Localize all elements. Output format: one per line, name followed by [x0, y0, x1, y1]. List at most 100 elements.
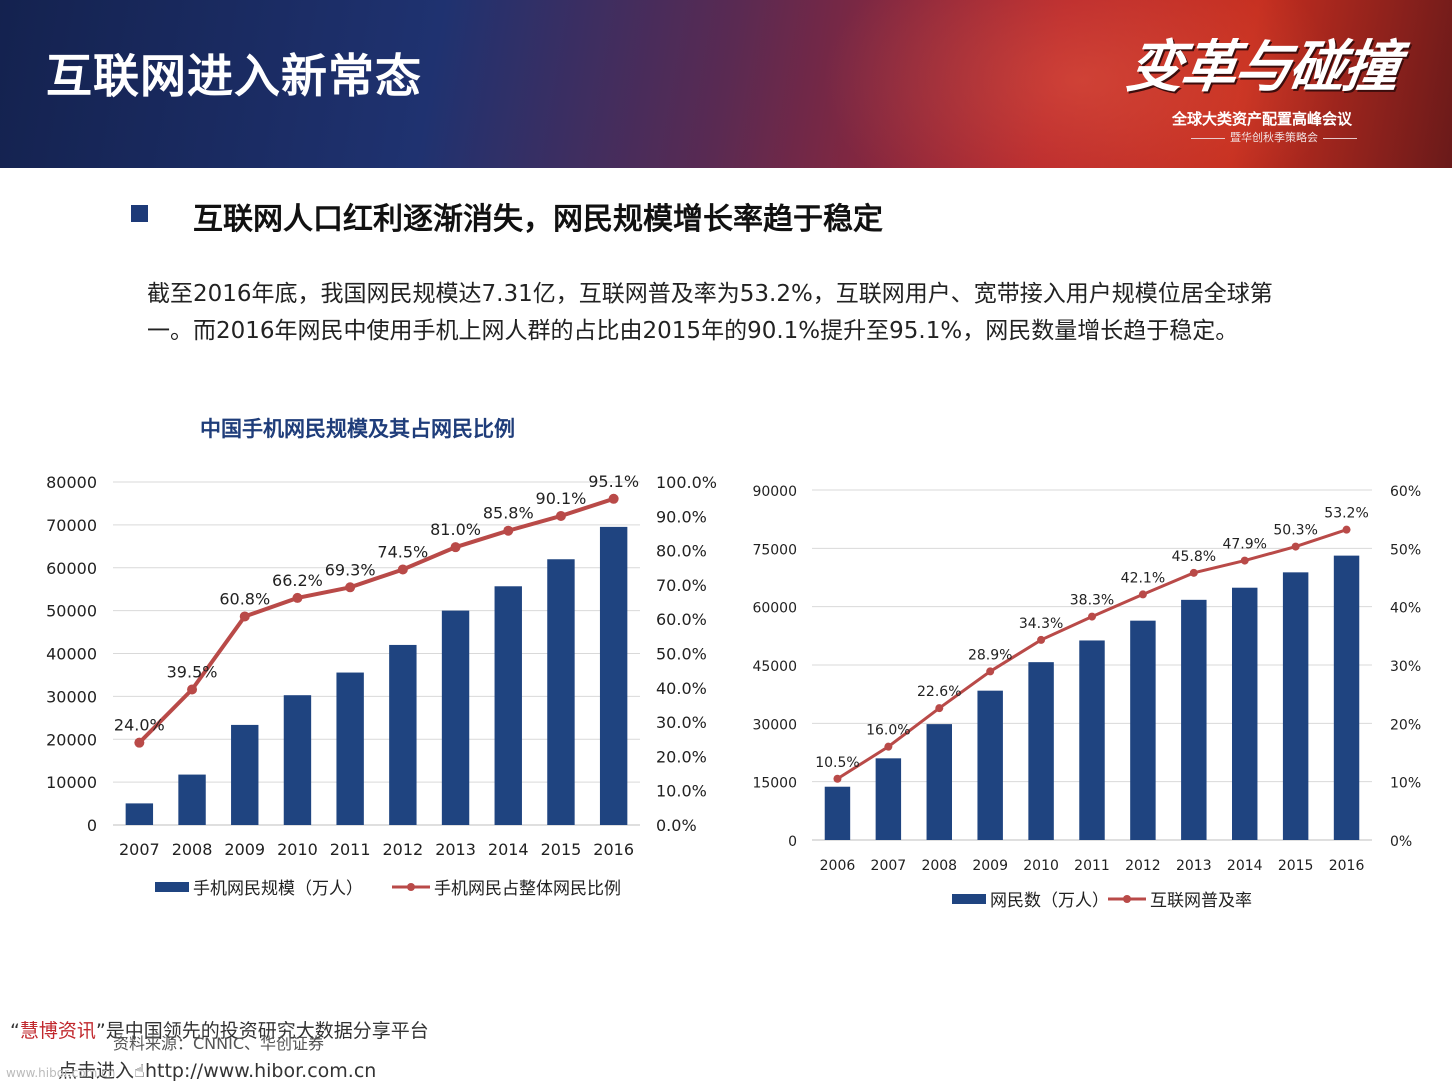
x-tick-label: 2010	[1023, 858, 1059, 874]
line-point	[503, 525, 514, 536]
data-label: 34.3%	[1019, 616, 1063, 632]
body-paragraph: 截至2016年底，我国网民规模达7.31亿，互联网普及率为53.2%，互联网用户…	[147, 281, 1273, 344]
bar	[1232, 587, 1258, 840]
data-label: 39.5%	[167, 663, 218, 682]
data-label: 38.3%	[1070, 593, 1114, 609]
bar	[977, 690, 1003, 840]
line-point	[1138, 590, 1147, 599]
footer-brand: 慧博资讯	[19, 1020, 96, 1042]
y-tick-label: 70000	[46, 516, 97, 535]
footer-open-quote: “	[10, 1020, 20, 1042]
data-label: 74.5%	[377, 542, 428, 561]
line-point	[345, 582, 356, 593]
x-tick-label: 2012	[382, 840, 423, 859]
y2-tick-label: 30%	[1390, 659, 1421, 675]
x-tick-label: 2013	[1176, 858, 1212, 874]
conference-subtitle-text: 暨华创秋季策略会	[1230, 131, 1318, 144]
y-tick-label: 10000	[46, 773, 97, 792]
x-tick-label: 2009	[224, 840, 265, 859]
y-tick-label: 75000	[752, 542, 797, 558]
legend-line-marker	[1123, 895, 1131, 903]
line-point	[1291, 542, 1300, 551]
data-label: 90.1%	[536, 489, 587, 508]
line-point	[555, 510, 566, 521]
conference-name: 全球大类资产配置高峰会议	[1172, 110, 1353, 128]
x-tick-label: 2014	[488, 840, 529, 859]
y2-tick-label: 50%	[1390, 542, 1421, 558]
x-tick-label: 2015	[541, 840, 582, 859]
header-banner: 互联网进入新常态 变革与碰撞 全球大类资产配置高峰会议 暨华创秋季策略会	[0, 0, 1452, 168]
data-label: 60.8%	[219, 589, 270, 608]
data-label: 22.6%	[917, 684, 961, 700]
bar	[1181, 599, 1207, 840]
series-line	[137, 496, 615, 745]
divider-right	[1323, 137, 1357, 139]
y-tick-label: 40000	[46, 645, 97, 664]
line-point	[239, 611, 250, 622]
data-label: 66.2%	[272, 571, 323, 590]
y2-tick-label: 70.0%	[656, 576, 707, 595]
line-point	[935, 704, 944, 713]
line-point	[833, 774, 842, 783]
bar	[824, 786, 851, 840]
divider-left	[1191, 137, 1225, 139]
legend-bar-swatch	[952, 894, 986, 904]
data-label: 53.2%	[1324, 506, 1368, 522]
x-tick-label: 2012	[1125, 858, 1161, 874]
section-heading: 互联网人口红利逐渐消失，网民规模增长率趋于稳定	[193, 202, 883, 237]
x-tick-label: 2016	[1329, 858, 1365, 874]
line-point	[134, 737, 145, 748]
conference-subtitle: 暨华创秋季策略会	[1186, 129, 1362, 145]
bar	[547, 559, 575, 825]
data-label: 50.3%	[1273, 523, 1317, 539]
chart-internet-users: 0 15000 30000 45000 60000 75000 90000 0% 10% 20% 3…	[752, 484, 1421, 911]
data-label: 24.0%	[114, 716, 165, 735]
bar	[231, 724, 259, 825]
x-tick-label: 2013	[435, 840, 476, 859]
bar	[125, 803, 154, 825]
y2-tick-label: 100.0%	[656, 473, 717, 492]
pointer-hand-icon: ☝	[134, 1061, 145, 1082]
line-point	[1240, 556, 1249, 565]
legend-line-marker	[407, 883, 415, 891]
y2-tick-label: 40.0%	[656, 679, 707, 698]
x-tick-label: 2009	[972, 858, 1008, 874]
bar	[494, 586, 522, 825]
line-point	[450, 542, 461, 553]
bar	[875, 758, 902, 840]
bar	[389, 644, 417, 825]
page-title: 互联网进入新常态	[46, 49, 422, 103]
bar	[1028, 662, 1054, 840]
x-tick-label: 2011	[330, 840, 371, 859]
x-tick-label: 2014	[1227, 858, 1263, 874]
y-tick-label: 90000	[752, 484, 797, 500]
y2-tick-label: 60%	[1390, 484, 1421, 500]
chart-mobile-netizens: 0 10000 20000 30000 40000 50000 60000 70000 8000…	[46, 472, 717, 899]
y2-tick-label: 10%	[1390, 776, 1421, 792]
y-tick-label: 50000	[46, 602, 97, 621]
line-point	[884, 742, 893, 751]
line-point	[986, 667, 995, 676]
chart-1-title: 中国手机网民规模及其占网民比例	[200, 417, 515, 441]
footer-promo-text: ”是中国领先的投资研究大数据分享平台	[95, 1020, 429, 1042]
data-label: 85.8%	[483, 504, 534, 523]
data-label: 81.0%	[430, 520, 481, 539]
bar	[1130, 620, 1156, 840]
y2-tick-label: 30.0%	[656, 713, 707, 732]
bar	[1333, 555, 1360, 840]
footer-link-prefix: 点击进入	[58, 1060, 135, 1082]
footer-link[interactable]: http://www.hibor.com.cn	[144, 1060, 377, 1082]
data-label: 47.9%	[1222, 537, 1266, 553]
data-label: 95.1%	[588, 472, 639, 491]
x-tick-label: 2008	[172, 840, 213, 859]
line-point	[397, 564, 408, 575]
bar	[336, 672, 364, 825]
footer-promo: “慧博资讯”是中国领先的投资研究大数据分享平台	[10, 1016, 429, 1043]
line-point	[187, 684, 198, 695]
y2-tick-label: 0%	[1390, 834, 1412, 850]
y-tick-label: 80000	[46, 473, 97, 492]
y-tick-label: 0	[788, 834, 797, 850]
footer-watermark: www.hibor.com.cn	[6, 1066, 116, 1080]
bar	[283, 695, 312, 825]
x-tick-label: 2015	[1278, 858, 1314, 874]
